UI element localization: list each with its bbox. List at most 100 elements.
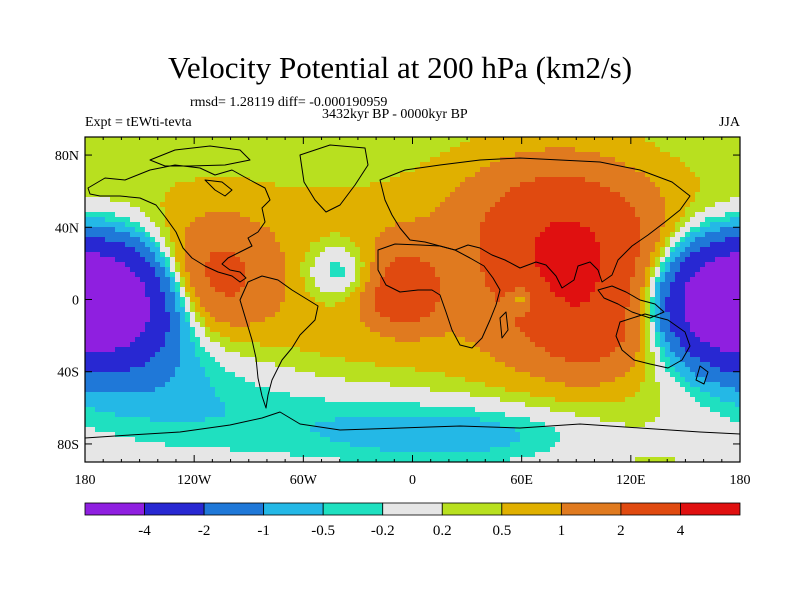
field-cell xyxy=(685,237,691,243)
field-cell xyxy=(405,187,411,193)
field-cell xyxy=(235,297,241,303)
field-cell xyxy=(610,267,616,273)
field-cell xyxy=(510,222,516,228)
field-cell xyxy=(320,172,326,178)
field-cell xyxy=(255,182,261,188)
field-cell xyxy=(465,252,471,258)
field-cell xyxy=(465,142,471,148)
field-cell xyxy=(735,232,741,238)
field-cell xyxy=(160,222,166,228)
field-cell xyxy=(280,182,286,188)
field-cell xyxy=(435,252,441,258)
field-cell xyxy=(580,282,586,288)
field-cell xyxy=(715,257,721,263)
field-cell xyxy=(595,187,601,193)
field-cell xyxy=(675,252,681,258)
field-cell xyxy=(260,267,266,273)
field-cell xyxy=(295,237,301,243)
field-cell xyxy=(365,157,371,163)
field-cell xyxy=(360,197,366,203)
field-cell xyxy=(445,227,451,233)
field-cell xyxy=(175,302,181,308)
field-cell xyxy=(390,232,396,238)
field-cell xyxy=(320,292,326,298)
field-cell xyxy=(585,242,591,248)
field-cell xyxy=(505,227,511,233)
field-cell xyxy=(465,172,471,178)
field-cell xyxy=(715,252,721,258)
field-cell xyxy=(290,277,296,283)
field-cell xyxy=(220,142,226,148)
field-cell xyxy=(95,237,101,243)
field-cell xyxy=(160,172,166,178)
field-cell xyxy=(730,247,736,253)
field-cell xyxy=(345,172,351,178)
field-cell xyxy=(190,232,196,238)
field-cell xyxy=(455,242,461,248)
field-cell xyxy=(435,312,441,318)
field-cell xyxy=(265,247,271,253)
field-cell xyxy=(515,177,521,183)
field-cell xyxy=(565,307,571,313)
field-cell xyxy=(525,197,531,203)
field-cell xyxy=(410,227,416,233)
field-cell xyxy=(535,137,541,143)
field-cell xyxy=(415,282,421,288)
field-cell xyxy=(130,227,136,233)
field-cell xyxy=(90,252,96,258)
field-cell xyxy=(90,157,96,163)
field-cell xyxy=(630,267,636,273)
field-cell xyxy=(115,182,121,188)
field-cell xyxy=(265,267,271,273)
field-cell xyxy=(120,277,126,283)
field-cell xyxy=(640,192,646,198)
field-cell xyxy=(630,297,636,303)
field-cell xyxy=(85,247,91,253)
field-cell xyxy=(115,217,121,223)
field-cell xyxy=(675,322,681,328)
field-cell xyxy=(405,247,411,253)
field-cell xyxy=(255,192,261,198)
field-cell xyxy=(215,267,221,273)
field-cell xyxy=(165,292,171,298)
field-cell xyxy=(145,262,151,268)
field-cell xyxy=(640,322,646,328)
field-cell xyxy=(460,232,466,238)
field-cell xyxy=(605,282,611,288)
field-cell xyxy=(700,322,706,328)
field-cell xyxy=(620,152,626,158)
field-cell xyxy=(640,152,646,158)
field-cell xyxy=(395,282,401,288)
field-cell xyxy=(360,237,366,243)
field-cell xyxy=(425,232,431,238)
field-cell xyxy=(715,272,721,278)
field-cell xyxy=(365,297,371,303)
field-cell xyxy=(430,162,436,168)
field-cell xyxy=(350,312,356,318)
field-cell xyxy=(125,157,131,163)
field-cell xyxy=(130,167,136,173)
field-cell xyxy=(385,142,391,148)
field-cell xyxy=(290,222,296,228)
field-cell xyxy=(335,217,341,223)
field-cell xyxy=(325,257,331,263)
field-cell xyxy=(665,187,671,193)
field-cell xyxy=(200,322,206,328)
field-cell xyxy=(150,277,156,283)
field-cell xyxy=(290,177,296,183)
field-cell xyxy=(160,207,166,213)
field-cell xyxy=(400,217,406,223)
field-cell xyxy=(545,297,551,303)
field-cell xyxy=(335,152,341,158)
field-cell xyxy=(615,292,621,298)
field-cell xyxy=(245,267,251,273)
field-cell xyxy=(510,317,516,323)
field-cell xyxy=(115,262,121,268)
field-cell xyxy=(640,197,646,203)
field-cell xyxy=(235,202,241,208)
field-cell xyxy=(190,307,196,313)
field-cell xyxy=(160,287,166,293)
field-cell xyxy=(610,282,616,288)
field-cell xyxy=(145,147,151,153)
field-cell xyxy=(110,252,116,258)
